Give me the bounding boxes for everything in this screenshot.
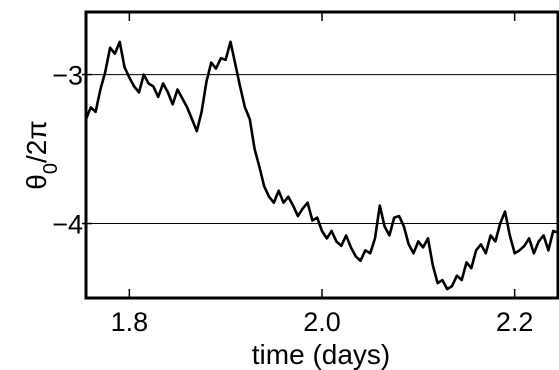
y-axis-label-sub: 0 — [40, 163, 62, 174]
y-axis-label: θ0/2π — [21, 120, 62, 189]
plot-frame — [84, 10, 559, 300]
x-axis-ticks: 1.8 2.0 2.2 — [111, 12, 534, 337]
horizontal-reference-lines — [86, 74, 558, 225]
y-tick-label: −4 — [52, 210, 83, 240]
y-axis-ticks: −3 −4 — [52, 61, 92, 240]
x-tick-label: 2.2 — [496, 307, 534, 337]
x-axis-label: time (days) — [252, 339, 390, 370]
series-line — [84, 40, 559, 291]
y-axis-label-rest: /2π — [21, 120, 52, 163]
y-axis-label-base: θ — [21, 174, 52, 190]
x-tick-label: 1.8 — [111, 307, 149, 337]
x-tick-label: 2.0 — [303, 307, 341, 337]
y-tick-label: −3 — [52, 61, 83, 91]
